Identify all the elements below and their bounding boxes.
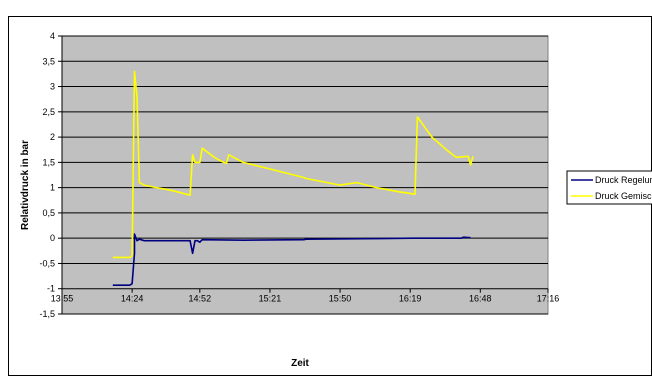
plot-area <box>61 35 549 315</box>
y-tick-label: 4 <box>50 31 55 41</box>
series-line-druck-regelung <box>112 233 471 287</box>
grid-lines <box>62 35 548 290</box>
y-tick-label: -0,5 <box>39 258 55 268</box>
y-axis-title: Relativdruck in bar <box>20 140 31 230</box>
y-tick-label: 2,5 <box>42 107 55 117</box>
y-tick-label: 2 <box>50 132 55 142</box>
y-tick-label: 0,5 <box>42 208 55 218</box>
x-tick-label: 14:24 <box>121 294 144 304</box>
legend-box <box>566 170 652 205</box>
series-lines <box>112 70 474 287</box>
legend: Druck Regelung Druck Gemisch <box>566 170 652 205</box>
y-tick-label: 0 <box>50 233 55 243</box>
y-tick-label: 1 <box>50 183 55 193</box>
x-tick-label: 17:16 <box>537 294 560 304</box>
legend-label-regelung: Druck Regelung <box>595 175 652 185</box>
y-tick-label: 1,5 <box>42 157 55 167</box>
y-tick-label: 3,5 <box>42 56 55 66</box>
y-tick-label: 3 <box>50 82 55 92</box>
x-tick-label: 14:52 <box>189 294 212 304</box>
x-tick-label: 16:48 <box>469 294 492 304</box>
y-axis-ticks: -1,5 -1 -0,5 0 0,5 1 1,5 2 2,5 3 3,5 4 <box>39 31 62 319</box>
y-tick-label: -1,5 <box>39 309 55 319</box>
x-tick-label: 16:19 <box>399 294 422 304</box>
x-tick-label: 15:50 <box>329 294 352 304</box>
series-line-druck-gemisch <box>112 70 474 259</box>
x-axis-title: Zeit <box>291 358 309 369</box>
x-tick-label: 15:21 <box>259 294 282 304</box>
y-tick-label: -1 <box>47 284 55 294</box>
legend-label-gemisch: Druck Gemisch <box>595 191 652 201</box>
